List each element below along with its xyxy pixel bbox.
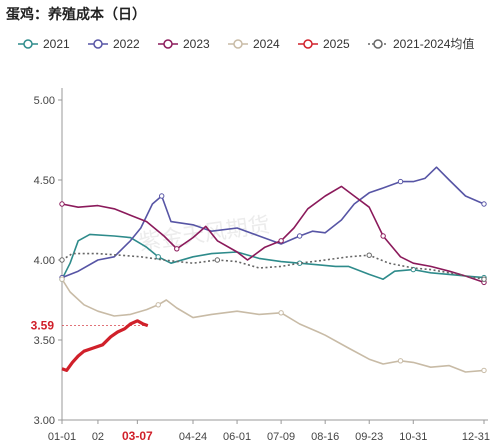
series-point-2023 [174,246,180,252]
legend-label-2022: 2022 [113,37,140,51]
series-point-2024 [397,358,404,364]
series-line-2023 [61,185,485,284]
y-tick-label-3.50: 3.50 [34,335,55,347]
x-tick-label-12-31: 12-31 [462,431,490,443]
series-point-2024 [278,310,284,316]
series-point-2024 [481,367,487,374]
legend-marker-2021 [23,39,33,49]
x-tick-label-08-16: 08-16 [311,431,339,443]
series-point-2021 [155,254,161,260]
legend-marker-2021-2024均值 [373,39,383,49]
chart-title: 蛋鸡：养殖成本（日） [6,7,146,23]
legend-marker-2024 [233,39,243,49]
series-line-2021-2024均值 [61,252,485,280]
legend-label-2021: 2021 [43,37,70,51]
series-point-2022 [296,233,303,239]
series-point-2021-2024均值 [59,257,65,263]
series-point-2024 [155,302,161,308]
legend-label-2025: 2025 [323,37,350,51]
x-tick-label-10-31: 10-31 [399,431,427,443]
series-point-2022 [481,201,487,207]
series-point-2021-2024均值 [481,276,487,282]
y-tick-label-5.00: 5.00 [34,95,55,107]
last-value-label: 3.59 [31,319,55,333]
legend-label-2021-2024均值: 2021-2024均值 [393,36,474,51]
series-line-2022 [61,166,485,279]
y-tick-label-4.00: 4.00 [34,255,55,267]
series-point-2022 [397,178,404,185]
legend-label-2023: 2023 [183,37,210,51]
x-tick-label-09-23: 09-23 [355,431,383,443]
series-point-2021-2024均值 [366,252,372,258]
watermark-text: 紫金天风期货 [137,213,271,256]
legend-marker-2022 [93,39,103,49]
y-tick-label-3.00: 3.00 [34,415,55,427]
legend-label-2024: 2024 [253,37,280,51]
series-line-2021 [61,233,485,281]
series-point-2024 [59,276,65,282]
series-point-2022 [159,193,165,199]
series-point-2023 [380,233,386,239]
x-tick-label-02: 02 [92,431,104,443]
legend-marker-2023 [163,39,173,49]
x-tick-label-03-07: 03-07 [122,429,153,443]
x-tick-label-01-01: 01-01 [48,431,76,443]
series-point-2021-2024均值 [214,257,221,263]
x-tick-label-07-09: 07-09 [267,431,295,443]
series-point-2023 [278,238,284,244]
legend-marker-2025 [303,39,313,49]
series-point-2023 [59,201,65,207]
x-tick-label-06-01: 06-01 [223,431,251,443]
series-line-2025 [61,319,149,372]
y-tick-label-4.50: 4.50 [34,175,55,187]
series-line-2024 [61,278,485,373]
x-tick-label-04-24: 04-24 [179,431,207,443]
